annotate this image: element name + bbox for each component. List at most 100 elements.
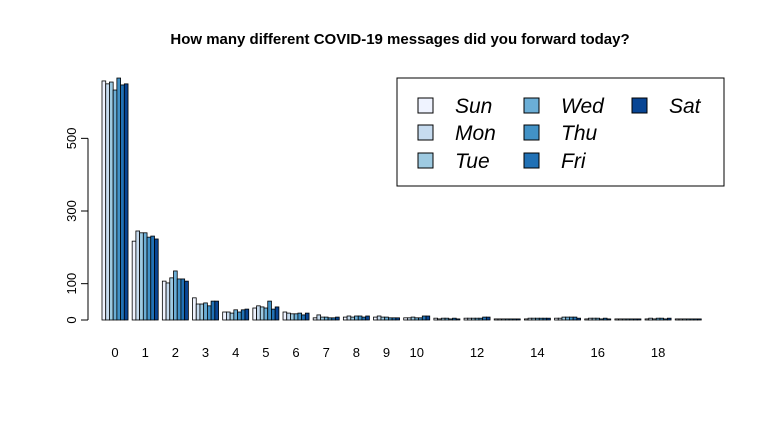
bar (365, 315, 370, 321)
bar (652, 318, 657, 321)
bar (444, 317, 450, 321)
x-tick-label: 10 (409, 345, 423, 360)
bar (482, 316, 487, 321)
bar (210, 300, 216, 321)
x-tick-label: 7 (323, 345, 330, 360)
bar (293, 313, 299, 321)
bar (312, 317, 318, 321)
legend-swatch (523, 124, 540, 141)
bar (222, 311, 227, 321)
bar (663, 318, 668, 321)
bar (105, 83, 110, 321)
x-tick-label: 12 (470, 345, 484, 360)
bar (116, 77, 121, 321)
legend-swatch (417, 152, 434, 169)
bar (237, 311, 242, 321)
bar (689, 318, 695, 321)
bar (474, 317, 480, 321)
bar (625, 318, 631, 321)
legend-label: Wed (561, 95, 605, 118)
bar (271, 308, 276, 321)
legend-label: Tue (455, 150, 490, 173)
bar (455, 318, 461, 321)
bar (478, 317, 484, 321)
bar (142, 232, 148, 321)
bar (290, 313, 295, 321)
bar (150, 235, 155, 321)
bar (403, 317, 408, 321)
bar (542, 317, 548, 321)
bar (342, 316, 348, 321)
bar (467, 317, 472, 321)
bar (256, 305, 261, 321)
bar (350, 316, 355, 321)
bar (410, 316, 416, 321)
bar (621, 318, 627, 321)
bar (259, 306, 265, 321)
x-tick-label: 5 (262, 345, 269, 360)
bar (391, 317, 397, 321)
legend-label: Fri (561, 150, 587, 173)
x-tick-label: 0 (111, 345, 118, 360)
bar (418, 317, 423, 321)
bar (169, 277, 174, 321)
x-tick-label: 2 (172, 345, 179, 360)
x-tick-label: 8 (353, 345, 360, 360)
bar (648, 317, 653, 321)
bar (233, 309, 238, 321)
bar (154, 238, 159, 321)
legend-label: Sat (669, 95, 702, 118)
bar (297, 312, 303, 321)
bar (659, 317, 665, 321)
bar (644, 318, 650, 321)
bar (327, 317, 333, 321)
bar (120, 84, 125, 321)
bar (516, 318, 521, 321)
bar (497, 318, 503, 321)
x-tick-label: 1 (142, 345, 149, 360)
y-tick-label: 500 (64, 127, 79, 149)
bar (304, 312, 310, 321)
legend-swatch (631, 97, 648, 114)
bar (267, 300, 272, 321)
bar (452, 317, 457, 321)
bar (244, 308, 250, 321)
bar (146, 236, 152, 321)
bar (263, 307, 269, 321)
bar (176, 278, 182, 321)
bar (286, 312, 291, 321)
bar (225, 311, 231, 321)
bar (395, 317, 400, 321)
bar (493, 318, 499, 321)
bar (229, 312, 235, 321)
bar (123, 83, 129, 321)
bar (588, 317, 593, 321)
y-tick-label: 0 (64, 316, 79, 323)
bar (599, 318, 604, 321)
bar (485, 316, 491, 321)
bar (595, 317, 601, 321)
bar (373, 316, 378, 321)
bar (602, 317, 608, 321)
bar (346, 315, 352, 321)
bar (161, 280, 167, 321)
bar (636, 318, 642, 321)
bar (463, 317, 469, 321)
bar (448, 318, 453, 321)
bar (214, 300, 219, 321)
bar (440, 317, 446, 321)
bar (101, 80, 107, 321)
bar (512, 318, 517, 321)
bar (606, 318, 612, 321)
bar (323, 316, 329, 321)
bar (131, 240, 137, 321)
bar (508, 318, 514, 321)
bar (531, 317, 536, 321)
bar (678, 318, 684, 321)
bar (576, 317, 581, 321)
bar (184, 280, 189, 321)
bar (274, 306, 280, 321)
bar (618, 318, 623, 321)
bar (565, 316, 570, 321)
